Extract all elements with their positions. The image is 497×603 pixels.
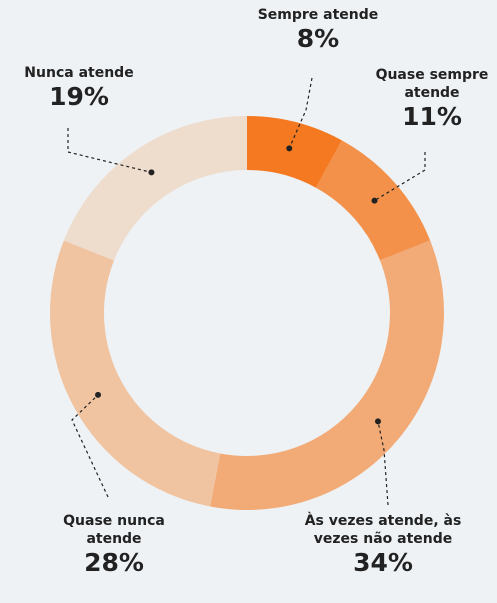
donut-segment <box>247 116 342 188</box>
leader-line <box>67 128 152 173</box>
value-label: 19% <box>49 82 109 111</box>
category-label: Quase sempre atende <box>375 67 489 101</box>
donut-segment <box>210 240 444 510</box>
segment-label: Sempre atende 8% <box>238 6 398 54</box>
segment-label: Quase nunca atende 28% <box>49 512 179 578</box>
category-label: Nunca atende <box>24 65 134 81</box>
category-label: Às vezes atende, às vezes não atende <box>304 513 462 547</box>
value-label: 11% <box>402 102 462 131</box>
category-label: Quase nunca atende <box>63 513 165 547</box>
leader-dot <box>374 418 381 425</box>
segment-label: Quase sempre atende 11% <box>372 66 492 132</box>
value-label: 28% <box>84 548 144 577</box>
leader-dot <box>95 391 102 398</box>
category-label: Sempre atende <box>257 7 379 23</box>
leader-line <box>71 394 109 498</box>
segment-label: Às vezes atende, às vezes não atende 34% <box>303 512 463 578</box>
leader-dot <box>371 197 378 204</box>
value-label: 8% <box>296 24 340 53</box>
segment-label: Nunca atende 19% <box>9 64 149 112</box>
leader-line <box>377 421 389 506</box>
value-label: 34% <box>353 548 413 577</box>
leader-line <box>288 77 313 149</box>
leader-dot <box>286 145 293 152</box>
leader-line <box>374 152 426 202</box>
donut-segment <box>63 116 248 261</box>
donut-segment <box>50 240 221 507</box>
leader-dot <box>148 169 155 176</box>
